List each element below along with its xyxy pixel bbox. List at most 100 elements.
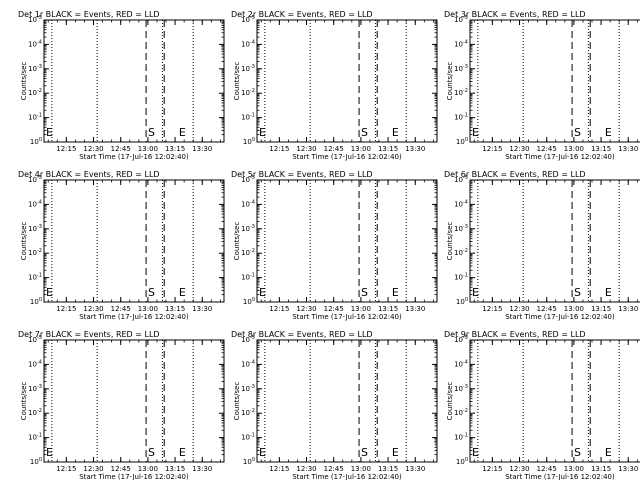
- y-tick-label: 10-1: [28, 273, 42, 282]
- y-tick-label: 10-3: [241, 224, 255, 233]
- x-tick-label: 12:30: [296, 465, 316, 473]
- y-tick-label: 10-1: [28, 433, 42, 442]
- x-tick-label: 12:30: [83, 465, 103, 473]
- x-tick-label: 12:45: [537, 465, 557, 473]
- y-tick-label: 100: [243, 137, 255, 146]
- x-tick-label: 12:45: [111, 145, 131, 153]
- x-tick-label: 12:45: [537, 145, 557, 153]
- y-tick-label: 10-5: [28, 175, 42, 184]
- y-tick-label: 10-5: [241, 335, 255, 344]
- y-tick-label: 10-4: [241, 199, 255, 208]
- panel-title: Det 3r BLACK = Events, RED = LLD: [444, 10, 586, 19]
- y-tick-label: 10-4: [241, 39, 255, 48]
- plot-frame: [469, 19, 640, 143]
- x-tick-label: 12:30: [296, 305, 316, 313]
- x-tick-label: 12:45: [111, 465, 131, 473]
- x-tick-label: 13:30: [618, 145, 638, 153]
- y-tick-label: 10-1: [241, 273, 255, 282]
- event-marker-label: E: [392, 126, 399, 139]
- x-tick-label: 13:00: [138, 465, 158, 473]
- detector-panel-7: Det 7r BLACK = Events, RED = LLD 100 10-1 1…: [18, 330, 225, 480]
- y-tick-label: 10-3: [454, 224, 468, 233]
- detector-panel-4: Det 4r BLACK = Events, RED = LLD 100 10-1 1…: [18, 170, 225, 321]
- detector-panel-5: Det 5r BLACK = Events, RED = LLD 100 10-1 1…: [231, 170, 438, 321]
- detector-panel-2: Det 2r BLACK = Events, RED = LLD 100 10-1 1…: [231, 10, 438, 161]
- x-tick-label: 13:30: [405, 305, 425, 313]
- plot-frame: [256, 179, 438, 303]
- x-axis-label: Start Time (17-Jul-16 12:02:40): [292, 473, 402, 480]
- y-tick-label: 10-5: [28, 15, 42, 24]
- plot-frame: [43, 179, 225, 303]
- y-tick-label: 10-3: [241, 384, 255, 393]
- plot-frame: [256, 339, 438, 463]
- x-axis-label: Start Time (17-Jul-16 12:02:40): [79, 313, 189, 321]
- y-tick-label: 10-2: [241, 408, 255, 417]
- y-tick-label: 100: [456, 297, 468, 306]
- panel-title: Det 7r BLACK = Events, RED = LLD: [18, 330, 160, 339]
- x-tick-label: 12:15: [482, 465, 502, 473]
- x-tick-label: 13:00: [138, 145, 158, 153]
- y-tick-label: 10-5: [454, 175, 468, 184]
- x-tick-label: 12:30: [509, 465, 529, 473]
- x-tick-label: 12:30: [296, 145, 316, 153]
- x-axis-label: Start Time (17-Jul-16 12:02:40): [292, 153, 402, 161]
- x-tick-label: 12:15: [482, 305, 502, 313]
- y-tick-label: 100: [30, 457, 42, 466]
- x-tick-label: 13:00: [138, 305, 158, 313]
- event-marker-label: E: [605, 126, 612, 139]
- panel-title: Det 6r BLACK = Events, RED = LLD: [444, 170, 586, 179]
- y-tick-label: 10-2: [241, 88, 255, 97]
- x-tick-label: 12:30: [83, 305, 103, 313]
- y-tick-label: 10-2: [454, 408, 468, 417]
- y-axis-label: Counts/sec: [446, 382, 454, 421]
- y-tick-label: 100: [243, 297, 255, 306]
- panel-title: Det 8r BLACK = Events, RED = LLD: [231, 330, 373, 339]
- event-marker-label: S: [148, 446, 155, 459]
- x-tick-label: 12:45: [324, 305, 344, 313]
- y-axis-label: Counts/sec: [233, 62, 241, 101]
- event-marker-label: E: [392, 446, 399, 459]
- panel-title: Det 2r BLACK = Events, RED = LLD: [231, 10, 373, 19]
- y-tick-label: 10-4: [28, 359, 42, 368]
- y-tick-label: 10-3: [454, 384, 468, 393]
- y-axis-label: Counts/sec: [233, 222, 241, 261]
- x-tick-label: 12:15: [269, 465, 289, 473]
- x-tick-label: 12:45: [537, 305, 557, 313]
- x-tick-label: 12:30: [509, 305, 529, 313]
- event-marker-label: S: [148, 286, 155, 299]
- x-tick-label: 13:15: [165, 305, 185, 313]
- x-tick-label: 12:15: [482, 145, 502, 153]
- event-marker-label: E: [605, 286, 612, 299]
- x-tick-label: 12:30: [83, 145, 103, 153]
- y-tick-label: 10-2: [241, 248, 255, 257]
- y-tick-label: 10-4: [454, 39, 468, 48]
- detector-panel-6: Det 6r BLACK = Events, RED = LLD 100 10-1 1…: [444, 170, 640, 321]
- x-tick-label: 13:30: [192, 465, 212, 473]
- y-tick-label: 100: [30, 137, 42, 146]
- event-marker-label: E: [46, 446, 53, 459]
- y-tick-label: 10-4: [454, 199, 468, 208]
- event-marker-label: S: [361, 446, 368, 459]
- y-tick-label: 10-3: [454, 64, 468, 73]
- y-tick-label: 10-2: [28, 248, 42, 257]
- y-tick-label: 10-1: [454, 113, 468, 122]
- detector-panel-8: Det 8r BLACK = Events, RED = LLD 100 10-1 1…: [231, 330, 438, 480]
- event-marker-label: E: [392, 286, 399, 299]
- y-tick-label: 100: [456, 137, 468, 146]
- y-tick-label: 10-3: [241, 64, 255, 73]
- x-tick-label: 13:00: [351, 145, 371, 153]
- detector-panel-3: Det 3r BLACK = Events, RED = LLD 100 10-1 1…: [444, 10, 640, 161]
- x-axis-label: Start Time (17-Jul-16 12:02:40): [79, 473, 189, 480]
- x-axis-label: Start Time (17-Jul-16 12:02:40): [505, 473, 615, 480]
- x-tick-label: 13:00: [351, 465, 371, 473]
- x-axis-label: Start Time (17-Jul-16 12:02:40): [505, 153, 615, 161]
- y-tick-label: 10-2: [454, 248, 468, 257]
- x-tick-label: 13:30: [405, 465, 425, 473]
- y-tick-label: 10-2: [28, 88, 42, 97]
- event-marker-label: E: [472, 126, 479, 139]
- y-tick-label: 10-3: [28, 224, 42, 233]
- y-tick-label: 10-5: [454, 15, 468, 24]
- y-tick-label: 10-4: [241, 359, 255, 368]
- y-tick-label: 10-1: [454, 433, 468, 442]
